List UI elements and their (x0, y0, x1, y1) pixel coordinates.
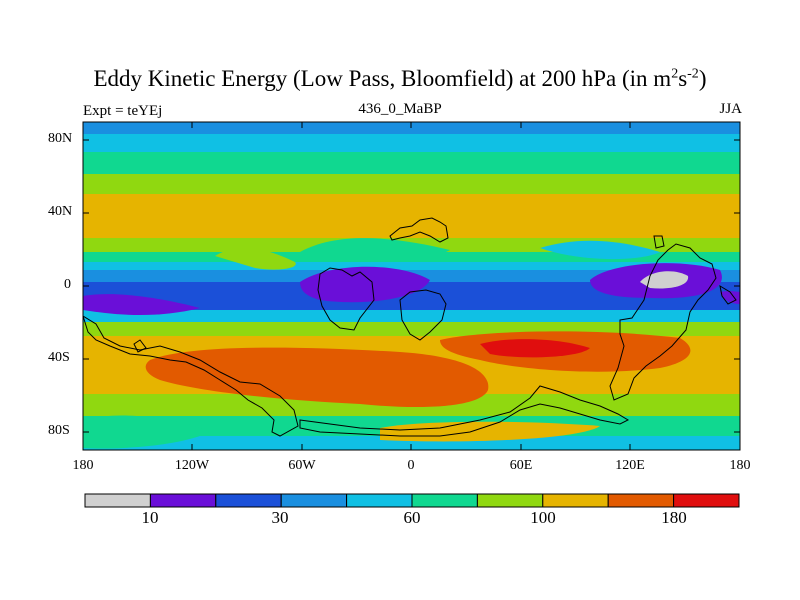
field-patch (83, 294, 200, 315)
coastline (609, 243, 717, 401)
season-label: JJA (719, 101, 742, 117)
colorbar-label: 180 (661, 508, 687, 527)
lon-label-180w: 180 (72, 458, 94, 473)
field-patch (83, 415, 210, 449)
coastline (317, 267, 375, 331)
lon-label-0: 0 (407, 458, 415, 473)
coastline (653, 235, 665, 249)
colorbar-swatch (149, 493, 217, 508)
lat-label-40n: 40N (48, 204, 73, 219)
colorbar-swatch (346, 493, 413, 508)
coastline (719, 284, 737, 305)
lon-label-60w: 60W (288, 458, 316, 473)
coastline (133, 339, 147, 353)
band-eq-1 (83, 262, 740, 270)
band-n-4 (83, 194, 740, 238)
band-n-1 (83, 134, 740, 152)
field-patch (300, 238, 450, 260)
field-patch (380, 421, 600, 442)
colorbar-label: 60 (403, 508, 421, 527)
colorbar-label: 10 (141, 508, 159, 527)
lon-label-60e: 60E (509, 458, 533, 473)
colorbar-swatch (542, 493, 609, 508)
band-n-2 (83, 152, 740, 174)
field-patch (640, 271, 689, 289)
colorbar-swatch (411, 493, 478, 508)
lon-label-120e: 120E (615, 458, 645, 473)
field-patch (215, 247, 296, 270)
coastline (389, 217, 449, 243)
field-patch (540, 240, 660, 260)
colorbar (84, 493, 740, 508)
band-n-3 (83, 174, 740, 194)
band-s-1 (83, 310, 740, 322)
coastline (83, 315, 299, 437)
lat-label-80n: 80N (48, 131, 73, 146)
colorbar-swatch (476, 493, 544, 508)
colorbar-swatch (84, 493, 151, 508)
run-label: 436_0_MaBP (358, 101, 442, 117)
coastline (299, 385, 630, 437)
tick-marks (83, 122, 740, 450)
field-patch (300, 266, 430, 303)
lon-label-120w: 120W (174, 458, 210, 473)
field-patch (145, 347, 489, 408)
plot-title: Eddy Kinetic Energy (Low Pass, Bloomfiel… (93, 66, 707, 91)
lat-label-80s: 80S (48, 423, 70, 438)
field-patch (480, 339, 590, 358)
lat-label-40s: 40S (48, 350, 70, 365)
colorbar-swatch (280, 493, 348, 508)
colorbar-swatch (215, 493, 282, 508)
colorbar-swatch (673, 493, 740, 508)
coastline (399, 289, 447, 341)
band-polar-south (83, 436, 740, 450)
colorbar-label: 100 (530, 508, 556, 527)
lat-label-0: 0 (64, 277, 71, 292)
colorbar-label: 30 (271, 508, 289, 527)
lon-label-180e: 180 (729, 458, 751, 473)
band-s-2 (83, 322, 740, 336)
experiment-label: Expt = teYEj (83, 103, 163, 119)
colorbar-swatch (607, 493, 675, 508)
coastline-layer (83, 217, 737, 437)
field-layer (83, 122, 740, 450)
